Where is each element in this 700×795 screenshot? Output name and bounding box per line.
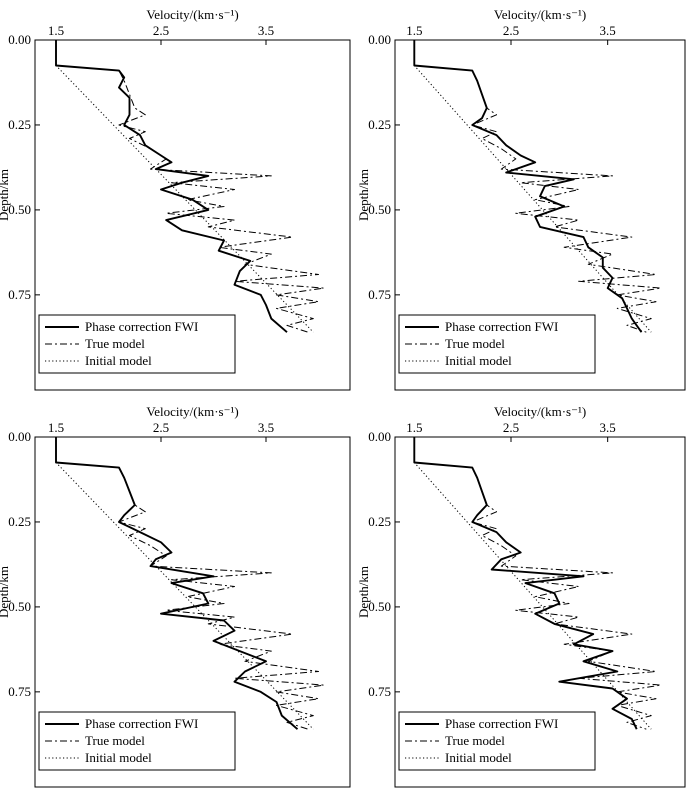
legend-label: Phase correction FWI [445, 319, 558, 334]
plot-frame [34, 39, 351, 391]
y-tick-label: 0.50 [8, 599, 31, 614]
chart-panel-4: 1.5 2.5 3.5 Velocity/(km·s⁻¹) 0.00 0.25 0.50 0.… [356, 404, 686, 788]
y-tick-label: 0.50 [8, 202, 31, 217]
x-tick-label: 1.5 [48, 420, 64, 435]
y-axis-title: Depth/km [0, 566, 11, 618]
legend-label: True model [445, 336, 505, 351]
y-tick-label: 0.75 [8, 287, 31, 302]
x-tick-label: 3.5 [600, 420, 616, 435]
series-line-dotted [55, 40, 314, 333]
y-axis-title: Depth/km [0, 169, 11, 221]
plot-frame [34, 436, 351, 788]
series-line-dash-dot [55, 437, 325, 730]
y-tick-label: 0.25 [8, 117, 31, 132]
y-tick-label: 0.75 [8, 684, 31, 699]
series-line-dotted [413, 437, 652, 730]
x-tick-label: 1.5 [406, 420, 422, 435]
y-tick-label: 0.00 [8, 32, 31, 47]
plot-frame [394, 39, 686, 391]
series-line-dotted [55, 437, 314, 730]
legend-label: Initial model [85, 353, 152, 368]
x-tick-label: 2.5 [153, 23, 169, 38]
legend-label: Phase correction FWI [85, 716, 198, 731]
x-tick-label: 2.5 [503, 23, 519, 38]
legend-label: Phase correction FWI [85, 319, 198, 334]
legend: Phase correction FWI True model Initial mo… [398, 711, 596, 771]
series-line-solid [55, 40, 288, 333]
x-tick-label: 3.5 [600, 23, 616, 38]
legend-label: Initial model [445, 750, 512, 765]
chart-panel-3: 1.5 2.5 3.5 Velocity/(km·s⁻¹) 0.00 0.25 0.50 0.… [0, 404, 351, 788]
y-tick-label: 0.75 [368, 287, 391, 302]
x-tick-label: 1.5 [406, 23, 422, 38]
y-tick-label: 0.00 [368, 429, 391, 444]
x-axis-title: Velocity/(km·s⁻¹) [146, 404, 238, 419]
plot-frame [394, 436, 686, 788]
x-tick-label: 2.5 [153, 420, 169, 435]
y-tick-label: 0.50 [368, 599, 391, 614]
legend-label: True model [85, 336, 145, 351]
y-tick-label: 0.25 [368, 117, 391, 132]
x-axis-title: Velocity/(km·s⁻¹) [494, 7, 586, 22]
series-line-dotted [413, 40, 652, 333]
y-tick-label: 0.25 [368, 514, 391, 529]
x-tick-label: 3.5 [258, 23, 274, 38]
y-axis-title: Depth/km [356, 566, 371, 618]
legend-label: True model [85, 733, 145, 748]
legend: Phase correction FWI True model Initial mo… [398, 314, 596, 374]
series-line-solid [413, 40, 643, 333]
x-axis-title: Velocity/(km·s⁻¹) [494, 404, 586, 419]
series-line-dash-dot [55, 40, 325, 333]
legend-label: Initial model [85, 750, 152, 765]
series-line-solid [55, 437, 299, 730]
x-tick-label: 2.5 [503, 420, 519, 435]
chart-panel-2: 1.5 2.5 3.5 Velocity/(km·s⁻¹) 0.00 0.25 0.50 0.… [356, 7, 686, 391]
x-tick-label: 1.5 [48, 23, 64, 38]
x-tick-label: 3.5 [258, 420, 274, 435]
y-tick-label: 0.00 [8, 429, 31, 444]
legend: Phase correction FWI True model Initial mo… [38, 711, 236, 771]
y-tick-label: 0.75 [368, 684, 391, 699]
legend-label: Initial model [445, 353, 512, 368]
chart-panel-1: 1.5 2.5 3.5 Velocity/(km·s⁻¹) 0.00 0.25 0.50 0.… [0, 7, 351, 391]
legend-label: Phase correction FWI [445, 716, 558, 731]
series-line-dash-dot [413, 437, 662, 730]
legend-label: True model [445, 733, 505, 748]
y-tick-label: 0.00 [368, 32, 391, 47]
y-tick-label: 0.50 [368, 202, 391, 217]
x-axis-title: Velocity/(km·s⁻¹) [146, 7, 238, 22]
series-line-dash-dot [413, 40, 662, 333]
legend: Phase correction FWI True model Initial mo… [38, 314, 236, 374]
series-line-solid [413, 437, 638, 730]
y-axis-title: Depth/km [356, 169, 371, 221]
y-tick-label: 0.25 [8, 514, 31, 529]
